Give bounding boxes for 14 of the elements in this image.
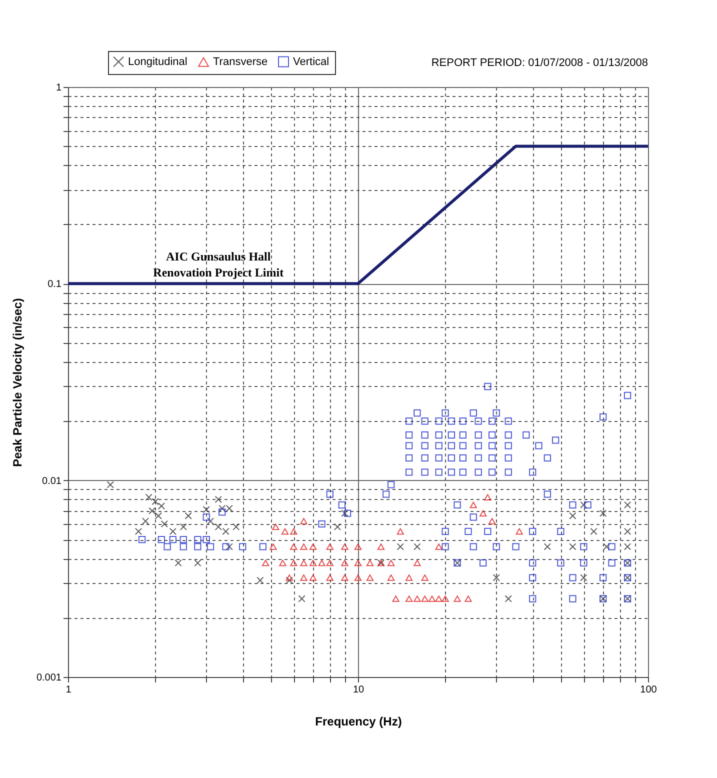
y-tick-label: 0.1 — [48, 279, 62, 290]
x-tick-label: 10 — [352, 684, 364, 696]
legend-label: Longitudinal — [128, 56, 188, 68]
text: REPORT PERIOD: 01/07/2008 - 01/13/2008 — [431, 57, 648, 69]
y-tick-label: 0.001 — [36, 672, 62, 684]
y-axis-title: Peak Particle Velocity (in/sec) — [10, 298, 24, 467]
x-axis-title: Frequency (Hz) — [315, 714, 402, 728]
annotation: AIC Gunsaulus Hall Renovation Project Limit — [153, 250, 284, 280]
legend-label: Transverse — [213, 56, 268, 68]
y-tick-label: 0.01 — [42, 476, 62, 487]
legend-label: Vertical — [293, 56, 330, 68]
x-tick-label: 100 — [640, 684, 658, 696]
x-tick-label: 1 — [66, 684, 72, 696]
y-tick-label: 1 — [56, 82, 62, 94]
